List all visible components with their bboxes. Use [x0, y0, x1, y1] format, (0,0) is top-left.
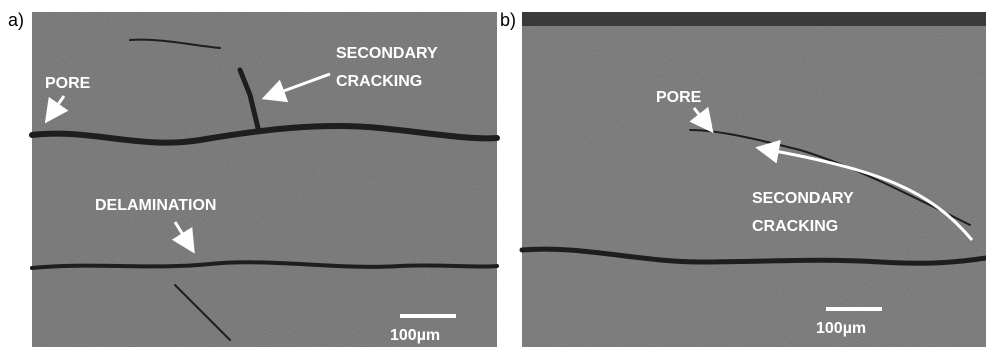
micrograph	[32, 12, 497, 347]
panel-label: b)	[500, 10, 516, 30]
panel-a: PORE SECONDARY CRACKING DELAMINATION 100…	[32, 12, 497, 347]
panel-label: a)	[8, 10, 24, 30]
micrograph	[522, 12, 986, 347]
annotation: DELAMINATION	[95, 197, 216, 214]
edge	[522, 12, 986, 26]
annotation: PORE	[656, 89, 702, 106]
annotation: SECONDARY	[336, 45, 438, 62]
annotation: SECONDARY	[752, 190, 854, 207]
scale-bar-label: 100µm	[390, 327, 440, 344]
scale-bar-label: 100µm	[816, 320, 866, 337]
annotation: PORE	[45, 75, 91, 92]
annotation: CRACKING	[336, 73, 422, 90]
annotation: CRACKING	[752, 218, 838, 235]
figure: PORE SECONDARY CRACKING DELAMINATION 100…	[0, 0, 986, 347]
panel-b: PORE SECONDARY CRACKING 100µm	[522, 12, 986, 347]
